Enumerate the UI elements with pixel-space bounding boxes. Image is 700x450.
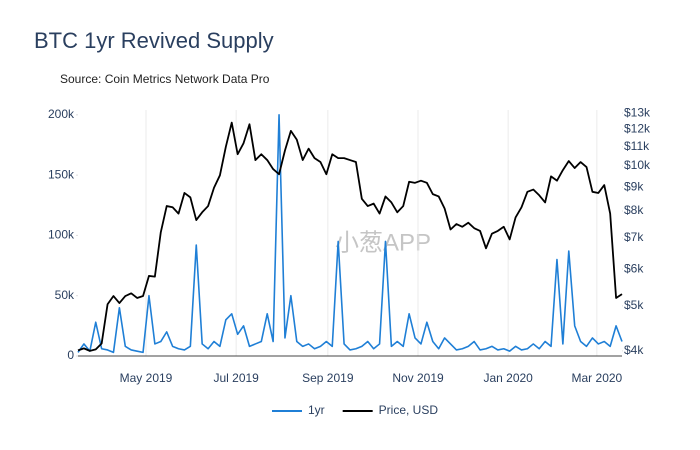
legend-label: 1yr <box>308 403 325 417</box>
y-tick-label: 150k <box>48 167 75 181</box>
y2-tick-label: $13k <box>624 105 651 119</box>
x-tick-label: May 2019 <box>120 371 173 385</box>
legend-label: Price, USD <box>379 403 439 417</box>
y2-tick-label: $11k <box>624 139 650 153</box>
y-tick-label: 0 <box>67 348 74 362</box>
y2-tick-label: $4k <box>624 343 644 357</box>
y2-tick-label: $8k <box>624 203 644 217</box>
series-line <box>77 114 623 354</box>
y2-tick-label: $12k <box>624 121 651 135</box>
x-tick-label: Jan 2020 <box>483 371 533 385</box>
y2-tick-label: $9k <box>624 179 644 193</box>
y2-tick-label: $7k <box>624 230 644 244</box>
y2-tick-label: $5k <box>624 298 644 312</box>
x-tick-label: Sep 2019 <box>302 371 354 385</box>
y2-tick-label: $6k <box>624 261 644 275</box>
y-tick-label: 100k <box>48 228 75 242</box>
watermark: 小葱APP <box>335 229 431 256</box>
x-tick-label: Nov 2019 <box>392 371 444 385</box>
x-tick-label: Mar 2020 <box>572 371 623 385</box>
y-tick-label: 200k <box>48 107 75 121</box>
chart-title: BTC 1yr Revived Supply <box>34 28 274 53</box>
series-line <box>77 121 623 352</box>
y2-tick-label: $10k <box>624 158 651 172</box>
x-tick-label: Jul 2019 <box>213 371 259 385</box>
y-tick-label: 50k <box>55 288 75 302</box>
chart-subtitle: Source: Coin Metrics Network Data Pro <box>60 72 270 86</box>
